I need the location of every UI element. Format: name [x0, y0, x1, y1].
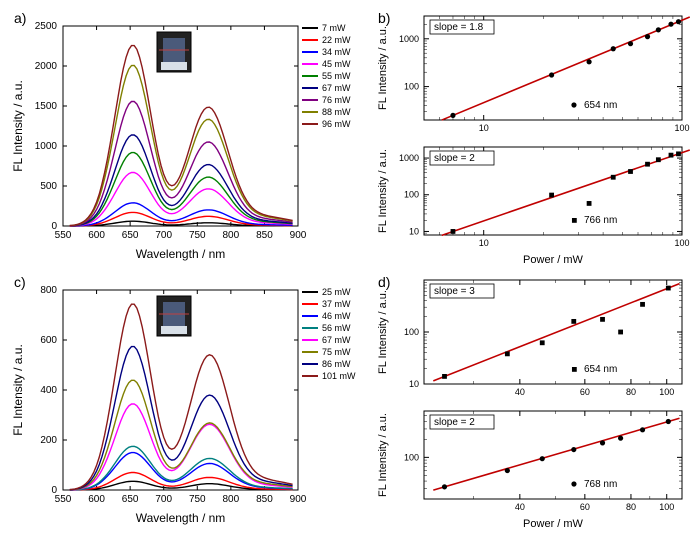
svg-text:34 mW: 34 mW — [322, 47, 351, 57]
svg-text:slope = 2: slope = 2 — [434, 417, 475, 428]
svg-text:100: 100 — [659, 387, 674, 397]
panel-b: b) 100 1000 10 100 slope = 1.8 654 nm FL Inten… — [372, 8, 692, 268]
svg-text:60: 60 — [580, 502, 590, 512]
svg-text:slope = 1.8: slope = 1.8 — [434, 22, 484, 33]
svg-text:550: 550 — [55, 494, 72, 505]
svg-text:100: 100 — [404, 190, 419, 200]
svg-text:FL Intensity / a.u.: FL Intensity / a.u. — [11, 344, 25, 436]
svg-text:FL Intensity / a.u.: FL Intensity / a.u. — [11, 80, 25, 172]
svg-text:550: 550 — [55, 230, 72, 241]
svg-text:2500: 2500 — [35, 21, 58, 32]
svg-text:67 mW: 67 mW — [322, 335, 351, 345]
svg-text:56 mW: 56 mW — [322, 323, 351, 333]
panel-a-label: a) — [14, 10, 26, 26]
svg-text:500: 500 — [40, 181, 57, 192]
svg-text:67 mW: 67 mW — [322, 83, 351, 93]
svg-text:96 mW: 96 mW — [322, 119, 351, 129]
svg-text:45 mW: 45 mW — [322, 59, 351, 69]
svg-text:200: 200 — [40, 435, 57, 446]
chart-d-bottom: 100 40 60 80 100 slope = 2 768 nm FL Intensity … — [372, 403, 692, 531]
svg-text:FL Intensity / a.u.: FL Intensity / a.u. — [377, 149, 389, 233]
svg-text:1500: 1500 — [35, 101, 58, 112]
panel-d-label: d) — [378, 274, 390, 290]
svg-text:100: 100 — [659, 502, 674, 512]
chart-b-top: 100 1000 10 100 slope = 1.8 654 nm FL Intensit… — [372, 8, 692, 136]
svg-text:850: 850 — [256, 230, 273, 241]
svg-text:Power / mW: Power / mW — [523, 518, 584, 530]
svg-text:slope = 2: slope = 2 — [434, 153, 475, 164]
svg-text:7 mW: 7 mW — [322, 23, 346, 33]
svg-text:slope = 3: slope = 3 — [434, 286, 475, 297]
svg-text:88 mW: 88 mW — [322, 107, 351, 117]
svg-text:FL Intensity / a.u.: FL Intensity / a.u. — [377, 290, 389, 374]
chart-a: 550 600 650 700 750 800 850 900 0 500 1000 1500 2000… — [8, 8, 368, 268]
svg-text:10: 10 — [479, 123, 489, 133]
svg-text:40: 40 — [515, 502, 525, 512]
svg-text:2000: 2000 — [35, 61, 58, 72]
chart-b-bottom: 10 100 1000 10 100 slope = 2 766 nm FL Intensit… — [372, 139, 692, 267]
svg-text:800: 800 — [223, 230, 240, 241]
chart-c: 550 600 650 700 750 800 850 900 0 200 400 600 800 Wav… — [8, 272, 368, 532]
svg-text:650: 650 — [122, 494, 139, 505]
svg-text:Wavelength / nm: Wavelength / nm — [136, 511, 226, 525]
svg-text:850: 850 — [256, 494, 273, 505]
svg-text:650: 650 — [122, 230, 139, 241]
svg-text:80: 80 — [626, 387, 636, 397]
panel-d: d) 10 100 40 60 80 100 slope = 3 654 nm FL Inten… — [372, 272, 692, 532]
svg-text:400: 400 — [40, 385, 57, 396]
svg-text:86 mW: 86 mW — [322, 359, 351, 369]
svg-text:80: 80 — [626, 502, 636, 512]
svg-text:100: 100 — [674, 123, 689, 133]
svg-text:654 nm: 654 nm — [584, 364, 617, 375]
svg-text:10: 10 — [479, 238, 489, 248]
svg-text:76 mW: 76 mW — [322, 95, 351, 105]
svg-text:900: 900 — [290, 494, 307, 505]
svg-text:900: 900 — [290, 230, 307, 241]
svg-text:55 mW: 55 mW — [322, 71, 351, 81]
panel-c-label: c) — [14, 274, 26, 290]
svg-text:700: 700 — [155, 494, 172, 505]
svg-text:10: 10 — [409, 379, 419, 389]
svg-text:766 nm: 766 nm — [584, 215, 617, 226]
panel-b-label: b) — [378, 10, 390, 26]
svg-text:1000: 1000 — [399, 153, 419, 163]
svg-text:22 mW: 22 mW — [322, 35, 351, 45]
svg-text:Wavelength / nm: Wavelength / nm — [136, 247, 226, 261]
svg-text:40: 40 — [515, 387, 525, 397]
svg-text:75 mW: 75 mW — [322, 347, 351, 357]
svg-text:1000: 1000 — [399, 34, 419, 44]
svg-text:100: 100 — [404, 82, 419, 92]
svg-text:100: 100 — [404, 327, 419, 337]
svg-text:600: 600 — [88, 494, 105, 505]
svg-text:0: 0 — [51, 221, 57, 232]
svg-text:10: 10 — [409, 226, 419, 236]
svg-text:100: 100 — [404, 452, 419, 462]
chart-d-top: 10 100 40 60 80 100 slope = 3 654 nm FL Intensit… — [372, 272, 692, 400]
svg-text:100: 100 — [674, 238, 689, 248]
svg-text:700: 700 — [155, 230, 172, 241]
svg-text:46 mW: 46 mW — [322, 311, 351, 321]
svg-text:800: 800 — [40, 285, 57, 296]
svg-text:750: 750 — [189, 494, 206, 505]
panel-a: a) 550 600 650 700 750 800 850 900 0 500 1000 1500 2… — [8, 8, 368, 268]
svg-text:654 nm: 654 nm — [584, 100, 617, 111]
svg-text:101 mW: 101 mW — [322, 371, 356, 381]
svg-text:37 mW: 37 mW — [322, 299, 351, 309]
svg-text:600: 600 — [88, 230, 105, 241]
svg-text:FL Intensity / a.u.: FL Intensity / a.u. — [377, 413, 389, 497]
svg-text:Power / mW: Power / mW — [523, 254, 584, 266]
svg-text:600: 600 — [40, 335, 57, 346]
svg-text:60: 60 — [580, 387, 590, 397]
svg-text:750: 750 — [189, 230, 206, 241]
svg-text:768 nm: 768 nm — [584, 479, 617, 490]
svg-text:FL Intensity / a.u.: FL Intensity / a.u. — [377, 26, 389, 110]
svg-text:800: 800 — [223, 494, 240, 505]
panel-c: c) 550 600 650 700 750 800 850 900 0 200 400 600 800… — [8, 272, 368, 532]
svg-text:1000: 1000 — [35, 141, 58, 152]
svg-text:0: 0 — [51, 485, 57, 496]
svg-text:25 mW: 25 mW — [322, 287, 351, 297]
